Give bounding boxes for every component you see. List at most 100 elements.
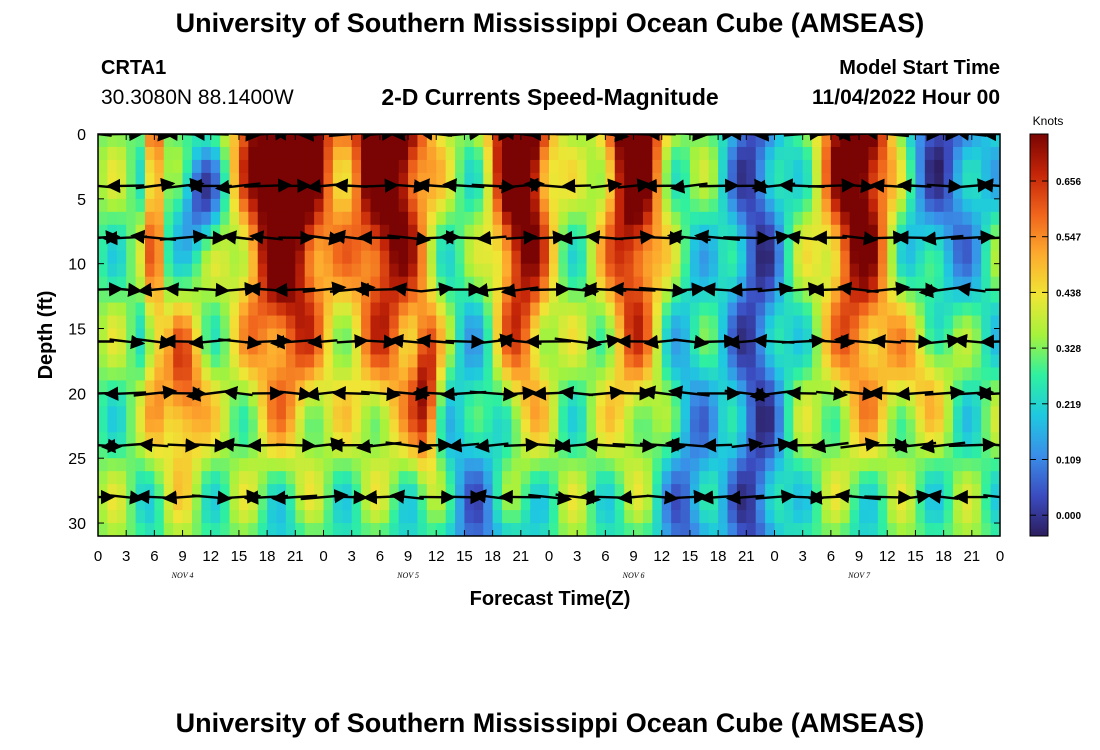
heatmap-cell	[680, 510, 691, 524]
heatmap-cell	[257, 419, 268, 433]
heatmap-cell	[238, 276, 249, 291]
heatmap-cell	[257, 406, 268, 420]
heatmap-cell	[191, 328, 202, 343]
heatmap-cell	[116, 471, 127, 485]
heatmap-cell	[671, 367, 682, 381]
heatmap-cell	[511, 315, 522, 330]
heatmap-cell	[107, 263, 118, 278]
heatmap-cell	[755, 172, 766, 187]
heatmap-cell	[238, 380, 249, 394]
heatmap-cell	[351, 250, 362, 265]
heatmap-cell	[154, 380, 165, 394]
heatmap-cell	[445, 250, 456, 265]
heatmap-cell	[502, 263, 513, 278]
heatmap-cell	[934, 458, 945, 472]
heatmap-cell	[248, 198, 259, 213]
heatmap-cell	[755, 211, 766, 226]
heatmap-cell	[953, 172, 964, 187]
heatmap-cell	[173, 250, 184, 265]
heatmap-cell	[473, 276, 484, 291]
heatmap-cell	[924, 406, 935, 420]
heatmap-cell	[426, 341, 437, 356]
heatmap-cell	[680, 185, 691, 200]
heatmap-cell	[539, 146, 550, 161]
heatmap-cell	[426, 419, 437, 433]
heatmap-cell	[802, 198, 813, 213]
heatmap-cell	[896, 250, 907, 265]
heatmap-cell	[821, 432, 832, 446]
heatmap-cell	[821, 484, 832, 498]
heatmap-cell	[652, 523, 663, 536]
heatmap-cell	[680, 328, 691, 343]
heatmap-cell	[154, 172, 165, 187]
heatmap-cell	[502, 134, 513, 148]
heatmap-cell	[924, 354, 935, 369]
heatmap-cell	[530, 289, 541, 304]
heatmap-cell	[577, 198, 588, 213]
heatmap-cell	[351, 302, 362, 317]
heatmap-cell	[492, 523, 503, 536]
heatmap-cell	[351, 315, 362, 330]
heatmap-cell	[417, 198, 428, 213]
heatmap-cell	[699, 328, 710, 343]
heatmap-cell	[342, 237, 353, 252]
heatmap-cell	[680, 419, 691, 433]
heatmap-cell	[802, 302, 813, 317]
heatmap-cell	[671, 276, 682, 291]
heatmap-cell	[135, 237, 146, 252]
heatmap-cell	[671, 211, 682, 226]
heatmap-cell	[934, 380, 945, 394]
heatmap-cell	[154, 289, 165, 304]
heatmap-cell	[248, 185, 259, 200]
heatmap-cell	[642, 302, 653, 317]
heatmap-cell	[520, 134, 531, 148]
heatmap-cell	[642, 289, 653, 304]
heatmap-cell	[483, 367, 494, 381]
heatmap-cell	[624, 211, 635, 226]
heatmap-cell	[492, 134, 503, 148]
heatmap-cell	[342, 302, 353, 317]
heatmap-cell	[765, 159, 776, 174]
heatmap-cell	[934, 302, 945, 317]
heatmap-cell	[953, 510, 964, 524]
heatmap-cell	[877, 484, 888, 498]
heatmap-cell	[483, 146, 494, 161]
heatmap-cell	[887, 432, 898, 446]
heatmap-cell	[436, 172, 447, 187]
heatmap-cell	[445, 471, 456, 485]
heatmap-cell	[389, 445, 400, 459]
heatmap-cell	[586, 159, 597, 174]
heatmap-cell	[915, 302, 926, 317]
heatmap-cell	[567, 315, 578, 330]
heatmap-cell	[755, 224, 766, 239]
heatmap-cell	[906, 328, 917, 343]
heatmap-cell	[962, 134, 973, 148]
heatmap-cell	[144, 393, 155, 407]
heatmap-cell	[859, 250, 870, 265]
heatmap-cell	[276, 393, 287, 407]
heatmap-cell	[633, 419, 644, 433]
heatmap-cell	[323, 159, 334, 174]
heatmap-cell	[398, 224, 409, 239]
heatmap-cell	[210, 354, 221, 369]
heatmap-cell	[455, 393, 466, 407]
heatmap-cell	[802, 172, 813, 187]
heatmap-cell	[689, 211, 700, 226]
heatmap-cell	[661, 172, 672, 187]
heatmap-cell	[502, 523, 513, 536]
heatmap-cell	[408, 445, 419, 459]
heatmap-cell	[276, 276, 287, 291]
heatmap-cell	[821, 289, 832, 304]
heatmap-cell	[812, 289, 823, 304]
heatmap-cell	[314, 289, 325, 304]
heatmap-cell	[238, 354, 249, 369]
heatmap-cell	[144, 458, 155, 472]
heatmap-cell	[455, 471, 466, 485]
heatmap-cell	[765, 380, 776, 394]
heatmap-cell	[173, 484, 184, 498]
heatmap-cell	[473, 497, 484, 511]
heatmap-cell	[530, 328, 541, 343]
heatmap-cell	[859, 172, 870, 187]
heatmap-cell	[530, 445, 541, 459]
heatmap-cell	[257, 302, 268, 317]
